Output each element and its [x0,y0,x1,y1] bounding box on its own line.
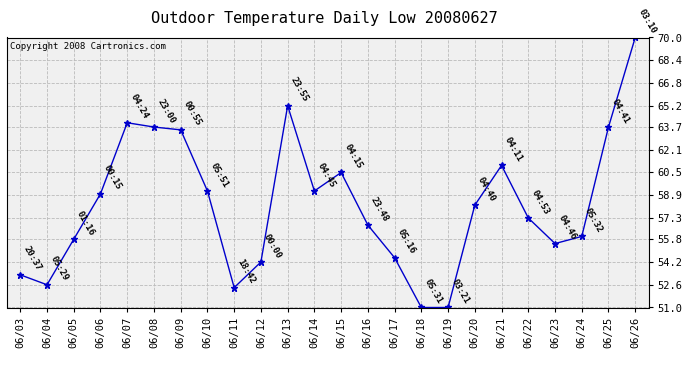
Text: 04:40: 04:40 [476,175,497,203]
Text: 04:11: 04:11 [503,135,524,163]
Text: 23:48: 23:48 [369,195,391,223]
Text: 18:42: 18:42 [235,258,257,285]
Text: 03:21: 03:21 [449,278,471,305]
Text: 04:53: 04:53 [530,188,551,216]
Text: 05:29: 05:29 [48,255,70,283]
Text: 00:15: 00:15 [102,164,123,192]
Text: Outdoor Temperature Daily Low 20080627: Outdoor Temperature Daily Low 20080627 [151,11,497,26]
Text: 05:16: 05:16 [396,228,417,256]
Text: 23:55: 23:55 [289,76,311,104]
Text: 03:10: 03:10 [637,8,658,35]
Text: Copyright 2008 Cartronics.com: Copyright 2008 Cartronics.com [10,42,166,51]
Text: 05:51: 05:51 [209,161,230,189]
Text: 04:15: 04:15 [342,142,364,170]
Text: 05:32: 05:32 [583,207,604,234]
Text: 05:31: 05:31 [423,278,444,305]
Text: 04:45: 04:45 [316,161,337,189]
Text: 23:00: 23:00 [155,97,177,125]
Text: 04:46: 04:46 [556,214,578,242]
Text: 00:00: 00:00 [262,232,284,260]
Text: 00:55: 00:55 [182,100,204,128]
Text: 20:37: 20:37 [21,245,43,273]
Text: 01:16: 01:16 [75,209,97,237]
Text: 04:41: 04:41 [610,97,631,125]
Text: 04:24: 04:24 [128,93,150,121]
